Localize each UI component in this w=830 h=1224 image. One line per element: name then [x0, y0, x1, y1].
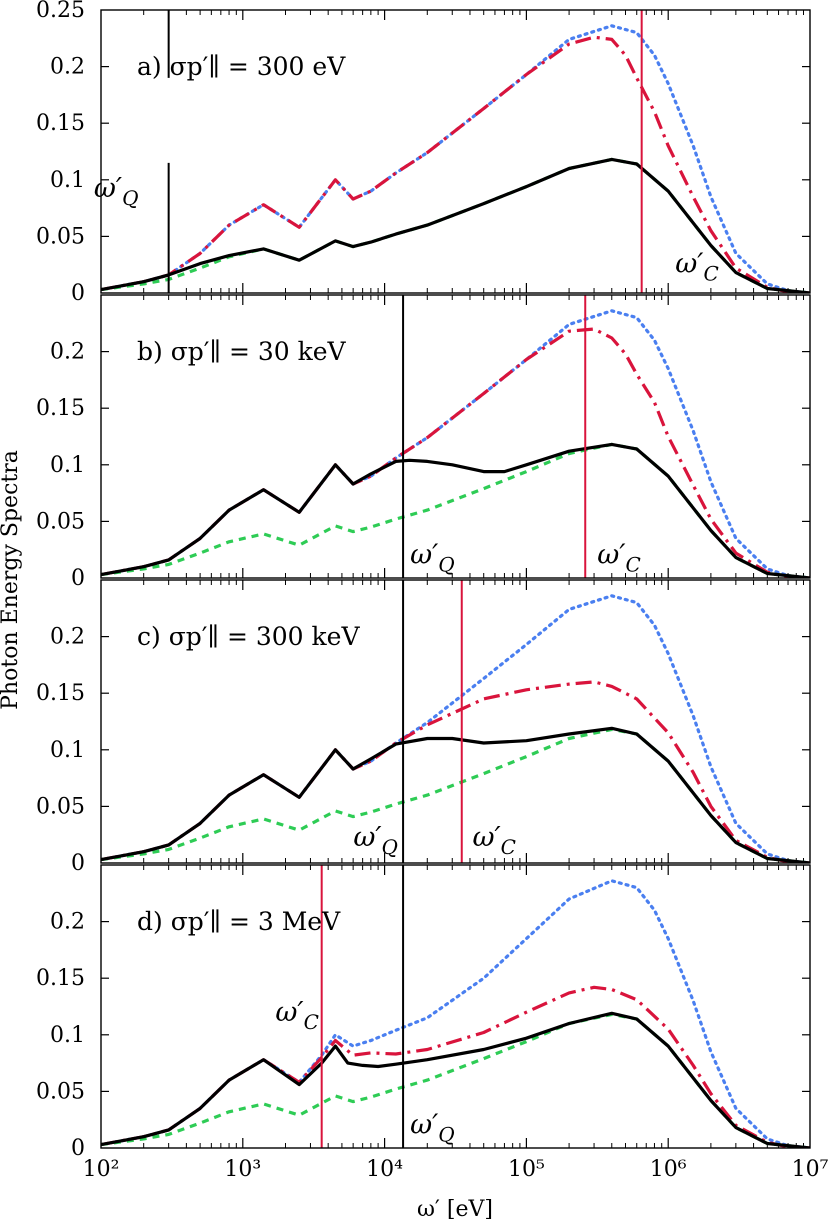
y-tick-label: 0.05: [36, 794, 85, 819]
y-tick-label: 0.25: [36, 0, 85, 23]
series-line-black-solid: [101, 157, 810, 293]
y-tick-label: 0.2: [50, 55, 85, 80]
panel-frame: [100, 864, 811, 1149]
series-line-black-solid: [101, 1011, 810, 1148]
series-line-black-solid: [101, 442, 810, 578]
series-group: [101, 879, 810, 1148]
x-tick-label: 10⁴: [366, 1157, 403, 1182]
series-line-red-dashdot: [101, 35, 810, 293]
panel-d: 0 0.05 0.1 0.15 0.2 ω′Q ω′C d) σp′∥ = 3 MeV 10² 1…: [36, 864, 829, 1182]
y-tick-label: 0.05: [36, 509, 85, 534]
y-axis-title: Photon Energy Spectra: [0, 450, 23, 710]
panel-c: 0 0.05 0.1 0.15 0.2 ω′Q ω′C c) σp′∥ = 300 keV: [36, 579, 811, 876]
omega-c-label: ω′C: [473, 822, 516, 859]
y-tick-label: 0.05: [36, 224, 85, 249]
omega-q-label: ω′Q: [410, 539, 455, 576]
y-tick-label: 0.1: [50, 738, 85, 763]
x-tick-label: 10³: [224, 1157, 261, 1182]
panel-label: b) σp′∥ = 30 keV: [137, 337, 347, 366]
x-axis-title: ω′ [eV]: [417, 1197, 493, 1222]
y-tick-label: 0.05: [36, 1079, 85, 1104]
omega-c-label: ω′C: [597, 539, 640, 576]
y-tick-label: 0.2: [50, 625, 85, 650]
series-line-red-dashdot: [101, 327, 810, 578]
y-tick-label: 0: [71, 566, 85, 591]
y-tick-label: 0.15: [36, 681, 85, 706]
omega-c-label: ω′C: [275, 997, 318, 1034]
y-tick-label: 0.2: [50, 340, 85, 365]
x-tick-label: 10⁷: [792, 1157, 829, 1182]
omega-c-label: ω′C: [675, 249, 718, 286]
y-tick-label: 0: [71, 281, 85, 306]
panel-label: c) σp′∥ = 300 keV: [137, 622, 360, 651]
y-tick-label: 0.15: [36, 966, 85, 991]
y-tick-label: 0.1: [50, 168, 85, 193]
panel-label: a) σp′∥ = 300 eV: [137, 52, 346, 81]
panel-frame: [100, 9, 811, 294]
series-line-red-dashdot: [101, 985, 810, 1148]
panel-frame: [100, 579, 811, 864]
y-tick-label: 0: [71, 1136, 85, 1161]
series-group: [101, 594, 810, 863]
x-tick-label: 10²: [83, 1157, 120, 1182]
y-tick-label: 0.1: [50, 1023, 85, 1048]
omega-q-label: ω′Q: [353, 822, 398, 859]
x-tick-label: 10⁵: [508, 1157, 545, 1182]
y-tick-label: 0.15: [36, 396, 85, 421]
series-line-black-solid: [101, 726, 810, 863]
panels: 0 0.05 0.1 0.15 0.2 0.25 ω′Q ω′C a) σp′∥ = 300 e…: [36, 0, 829, 1182]
y-tick-label: 0.2: [50, 910, 85, 935]
omega-q-label: ω′Q: [410, 1109, 455, 1146]
x-tick-label: 10⁶: [650, 1157, 687, 1182]
series-group: [101, 309, 810, 578]
y-tick-label: 0: [71, 851, 85, 876]
panel-b: 0 0.05 0.1 0.15 0.2 ω′Q ω′C b) σp′∥ = 30 keV: [36, 294, 811, 591]
y-tick-label: 0.15: [36, 111, 85, 136]
series-group: [101, 24, 810, 293]
series-line-green-dashed: [101, 1012, 810, 1148]
panel-a: 0 0.05 0.1 0.15 0.2 0.25 ω′Q ω′C a) σp′∥ = 300 e…: [36, 0, 811, 306]
panel-label: d) σp′∥ = 3 MeV: [137, 907, 341, 936]
omega-q-label: ω′Q: [94, 173, 139, 210]
y-tick-label: 0.1: [50, 453, 85, 478]
panel-frame: [100, 294, 811, 579]
